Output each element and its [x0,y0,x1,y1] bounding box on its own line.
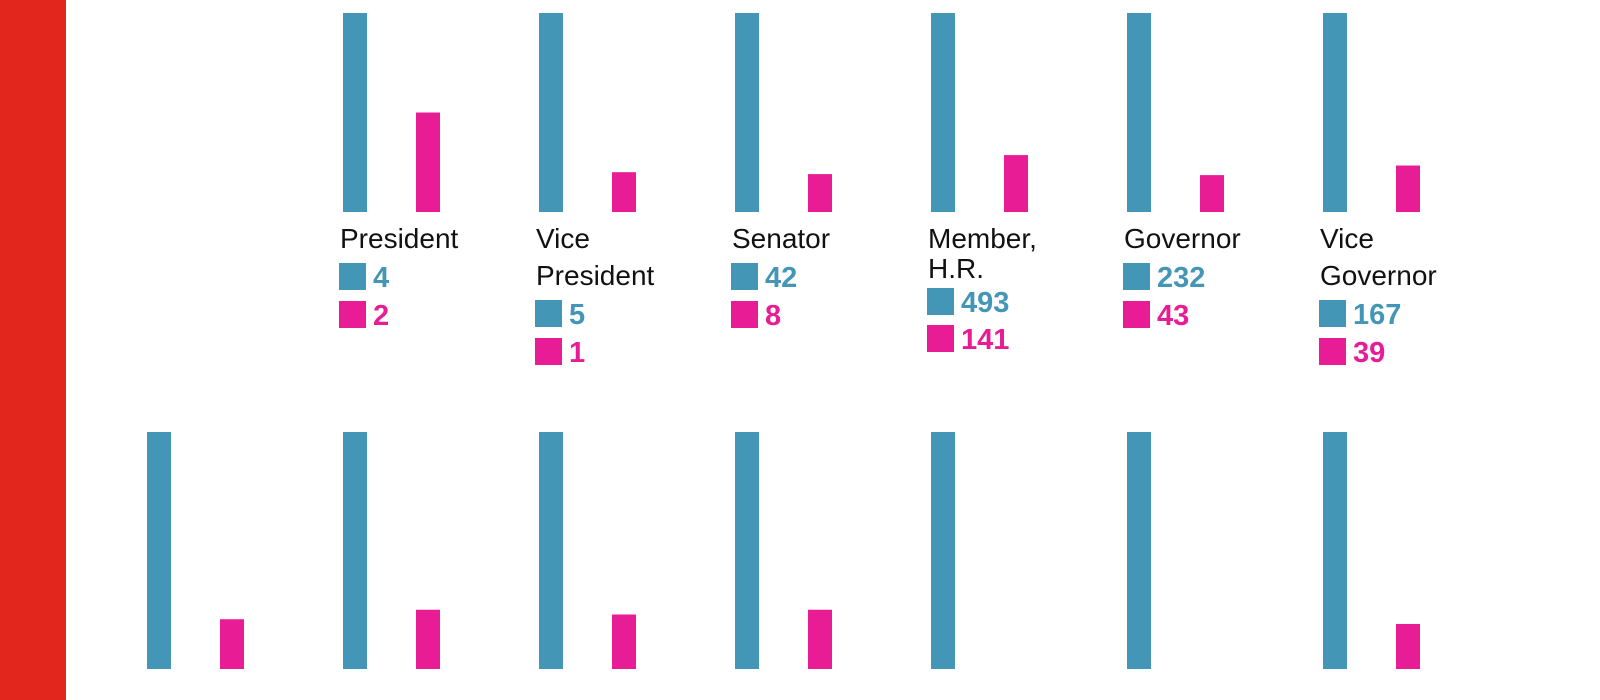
accent-sidebar-stripe [0,0,66,700]
bar-blue-1 [539,13,563,212]
legend-value-blue-0: 4 [373,262,389,294]
bar-pink-9 [808,609,832,669]
panel-label-4-0: Governor [1124,223,1241,254]
legend-value-blue-4: 232 [1157,262,1205,294]
bar-pink-3 [1004,155,1028,212]
panel-label-1-0: Vice [536,223,590,254]
bar-pink-5 [1396,165,1420,212]
legend-swatch-blue-0 [339,263,366,290]
bar-blue-8 [539,432,563,669]
panel-label-3-0: Member, [928,223,1037,254]
bar-blue-2 [735,13,759,212]
legend-value-blue-5: 167 [1353,299,1401,331]
legend-swatch-pink-2 [731,301,758,328]
legend-swatch-blue-4 [1123,263,1150,290]
bar-blue-6 [147,432,171,669]
legend-swatch-blue-5 [1319,300,1346,327]
legend-value-pink-2: 8 [765,300,781,332]
legend-swatch-pink-0 [339,301,366,328]
bar-pink-1 [612,172,636,212]
legend-swatch-pink-1 [535,338,562,365]
legend-value-pink-4: 43 [1157,300,1189,332]
legend-value-pink-5: 39 [1353,337,1385,369]
panel-label-3-1: H.R. [928,253,984,284]
bar-pink-4 [1200,175,1224,212]
panel-label-1-1: President [536,260,655,291]
legend-swatch-pink-4 [1123,301,1150,328]
bar-pink-7 [416,609,440,669]
legend-swatch-blue-2 [731,263,758,290]
panel-label-5-1: Governor [1320,260,1437,291]
legend-swatch-blue-3 [927,288,954,315]
bar-blue-5 [1323,13,1347,212]
bar-pink-0 [416,112,440,212]
legend-value-blue-3: 493 [961,287,1009,319]
legend-value-blue-2: 42 [765,262,797,294]
bar-pink-8 [612,614,636,669]
bar-blue-3 [931,13,955,212]
bar-pink-6 [220,619,244,669]
bar-blue-7 [343,432,367,669]
bar-blue-12 [1323,432,1347,669]
bar-blue-4 [1127,13,1151,212]
legend-value-blue-1: 5 [569,299,585,331]
legend-value-pink-3: 141 [961,324,1009,356]
panel-label-0-0: President [340,223,459,254]
legend-swatch-pink-5 [1319,338,1346,365]
bar-blue-10 [931,432,955,669]
legend-value-pink-0: 2 [373,300,389,332]
bar-pink-12 [1396,623,1420,669]
legend-swatch-pink-3 [927,325,954,352]
legend-value-pink-1: 1 [569,337,585,369]
bar-blue-9 [735,432,759,669]
panel-label-5-0: Vice [1320,223,1374,254]
legend-swatch-blue-1 [535,300,562,327]
panel-label-2-0: Senator [732,223,830,254]
bar-blue-11 [1127,432,1151,669]
bar-pink-2 [808,174,832,212]
bar-blue-0 [343,13,367,212]
